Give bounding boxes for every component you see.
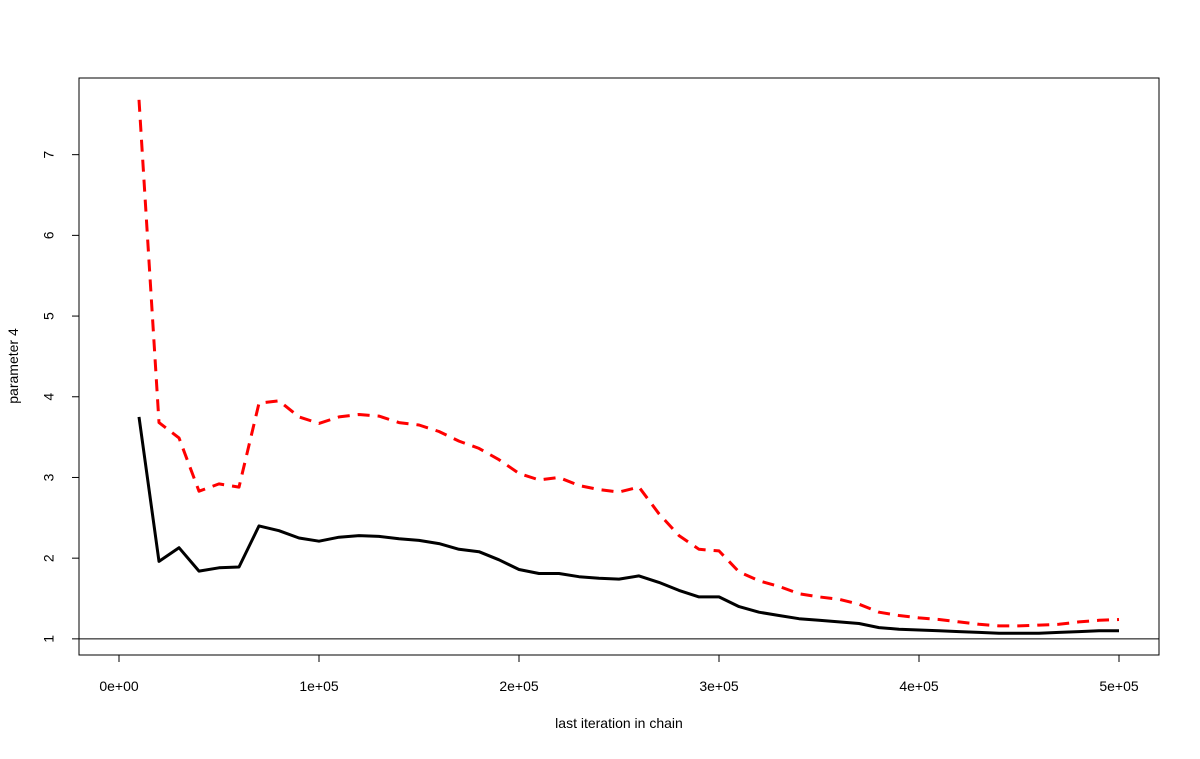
series-layer [137, 99, 1120, 635]
x-tick-label: 0e+00 [99, 678, 139, 694]
dashed-series-line [137, 99, 1120, 628]
y-axis-title: parameter 4 [5, 328, 21, 404]
y-tick-label: 3 [41, 473, 57, 481]
x-tick-label: 2e+05 [499, 678, 539, 694]
solid-series-line [137, 416, 1119, 635]
y-tick-label: 2 [41, 554, 57, 562]
x-tick-label: 3e+05 [699, 678, 739, 694]
x-tick-label: 4e+05 [899, 678, 939, 694]
y-tick-label: 7 [41, 151, 57, 159]
plot-frame [78, 77, 1160, 656]
y-tick-label: 4 [41, 393, 57, 401]
y-tick-label: 1 [41, 635, 57, 643]
y-axis: 1 2 3 4 5 6 7 [41, 151, 80, 643]
x-tick-label: 1e+05 [299, 678, 339, 694]
x-tick-label: 5e+05 [1099, 678, 1139, 694]
x-axis: 0e+00 1e+05 2e+05 3e+05 4e+05 5e+05 [99, 654, 1139, 694]
y-tick-label: 5 [41, 312, 57, 320]
x-axis-title: last iteration in chain [555, 715, 683, 731]
y-tick-label: 6 [41, 231, 57, 239]
